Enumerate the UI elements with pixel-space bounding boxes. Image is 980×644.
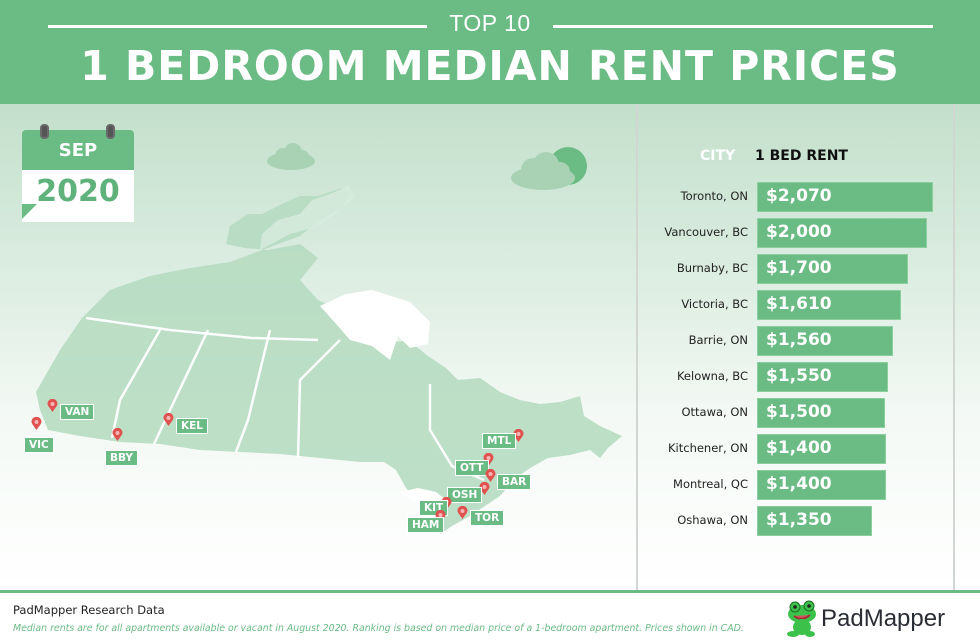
page-title: 1 BEDROOM MEDIAN RENT PRICES — [80, 42, 900, 90]
city-label: Vancouver, BC — [664, 225, 748, 239]
chart-row: Oshawa, ON $1,350 — [640, 506, 950, 536]
map-pin-icon — [435, 509, 446, 523]
rent-bar: $1,610 — [757, 290, 901, 320]
city-label: Kitchener, ON — [668, 441, 748, 455]
map-pin-label: VAN — [60, 404, 95, 420]
rent-value: $1,560 — [766, 330, 832, 350]
calendar-ring-icon — [106, 124, 115, 139]
city-label: Victoria, BC — [681, 297, 748, 311]
map-pin-label: TOR — [470, 510, 505, 526]
rent-value: $1,350 — [766, 510, 832, 530]
rent-bar: $1,400 — [757, 434, 886, 464]
map-pin-label: MTL — [482, 433, 517, 449]
padmapper-logo: PadMapper — [785, 600, 965, 640]
rent-bar: $2,070 — [757, 182, 933, 212]
map-pin-label: OSH — [447, 487, 483, 503]
calendar-ring-icon — [40, 124, 49, 139]
map-pin-icon — [112, 427, 123, 441]
map-pin-icon — [47, 398, 58, 412]
rent-value: $1,610 — [766, 294, 832, 314]
rent-value: $2,000 — [766, 222, 832, 242]
source-label: PadMapper Research Data — [13, 603, 165, 617]
city-label: Burnaby, BC — [676, 261, 748, 275]
chart-row: Ottawa, ON $1,500 — [640, 398, 950, 428]
chart-row: Burnaby, BC $1,700 — [640, 254, 950, 284]
map-pin-icon — [31, 416, 42, 430]
rent-bar: $1,350 — [757, 506, 872, 536]
header-banner: TOP 10 1 BEDROOM MEDIAN RENT PRICES — [0, 0, 980, 104]
rent-bar: $1,550 — [757, 362, 888, 392]
rent-bar: $1,700 — [757, 254, 908, 284]
map-pin-icon — [163, 412, 174, 426]
panel-divider — [636, 104, 638, 591]
title-rule-right — [553, 25, 933, 28]
rent-value: $1,550 — [766, 366, 832, 386]
cloud-icon — [511, 152, 575, 190]
city-label: Barrie, ON — [688, 333, 748, 347]
map-pin-label: VIC — [24, 437, 54, 453]
city-label: Oshawa, ON — [677, 513, 748, 527]
chart-row: Montreal, QC $1,400 — [640, 470, 950, 500]
map-pin-icon — [457, 505, 468, 519]
city-label: Ottawa, ON — [681, 405, 748, 419]
rent-bar: $1,400 — [757, 470, 886, 500]
chart-row: Victoria, BC $1,610 — [640, 290, 950, 320]
chart-row: Kelowna, BC $1,550 — [640, 362, 950, 392]
chart-row: Toronto, ON $2,070 — [640, 182, 950, 212]
frog-icon — [787, 600, 816, 637]
city-label: Kelowna, BC — [676, 369, 748, 383]
map-pin-label: HAM — [407, 517, 445, 533]
map-pin-icon — [479, 481, 490, 495]
map-pin-label: KEL — [176, 418, 208, 434]
brand-name: PadMapper — [821, 605, 946, 632]
methodology-note: Median rents are for all apartments avai… — [13, 623, 744, 634]
rent-value: $1,700 — [766, 258, 832, 278]
header-subtitle: TOP 10 — [449, 10, 531, 36]
calendar-year: 2020 — [36, 174, 120, 209]
cloud-icon — [267, 143, 315, 170]
rent-bar: $1,560 — [757, 326, 893, 356]
footer-divider — [0, 590, 980, 593]
column-header-city: CITY — [700, 148, 736, 164]
city-label: Montreal, QC — [673, 477, 748, 491]
rent-bar: $2,000 — [757, 218, 927, 248]
calendar-body — [22, 170, 134, 222]
rent-value: $1,500 — [766, 402, 832, 422]
column-header-rent: 1 BED RENT — [755, 148, 848, 164]
canada-map — [36, 143, 622, 534]
chart-row: Barrie, ON $1,560 — [640, 326, 950, 356]
panel-divider — [953, 104, 955, 591]
chart-row: Kitchener, ON $1,400 — [640, 434, 950, 464]
calendar-fold — [22, 204, 37, 219]
calendar-month: SEP — [58, 140, 98, 161]
city-label: Toronto, ON — [680, 189, 748, 203]
calendar-badge: SEP 2020 — [22, 124, 134, 222]
rent-value: $2,070 — [766, 186, 832, 206]
chart-row: Vancouver, BC $2,000 — [640, 218, 950, 248]
title-rule-left — [48, 25, 427, 28]
rent-value: $1,400 — [766, 438, 832, 458]
rent-bar: $1,500 — [757, 398, 885, 428]
rent-value: $1,400 — [766, 474, 832, 494]
map-pin-icon — [513, 428, 524, 442]
map-pin-icon — [485, 468, 496, 482]
map-pin-label: BBY — [105, 450, 139, 466]
map-pin-label: OTT — [455, 460, 489, 476]
map-pin-label: BAR — [497, 474, 532, 490]
map-pin-icon — [483, 452, 494, 466]
